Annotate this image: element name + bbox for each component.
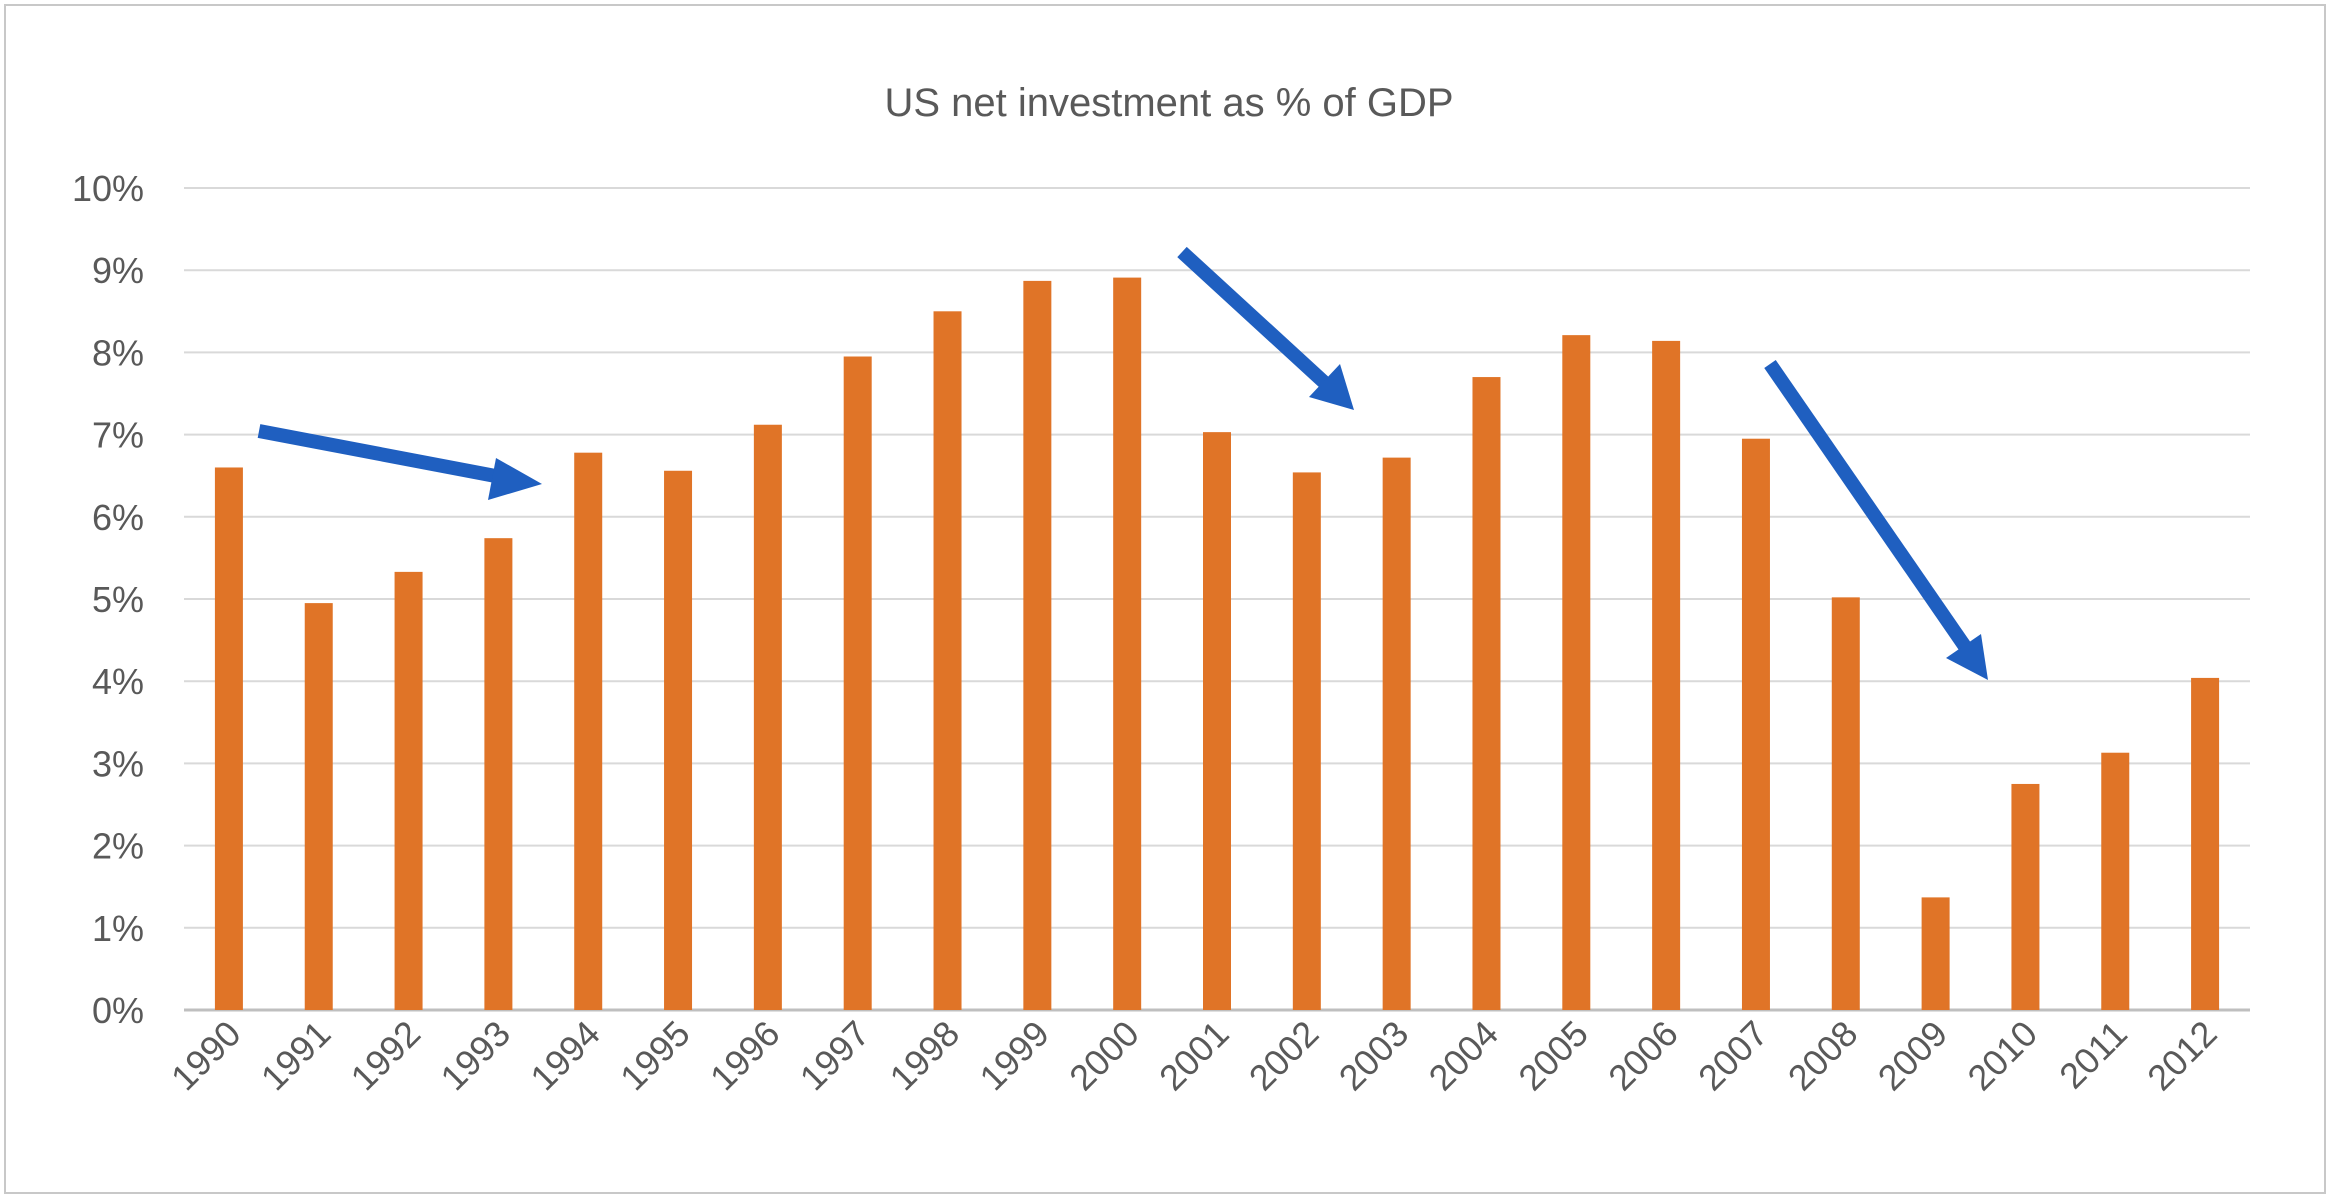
x-tick-label: 2008: [1780, 1013, 1866, 1099]
x-axis-ticks: 1990 1991 1992 1993 1994 1995 1996 1997 1998 1999…: [163, 1013, 2225, 1099]
y-tick-label: 8%: [92, 332, 144, 373]
x-tick-label: 1999: [971, 1013, 1057, 1099]
x-tick-label: 2009: [1870, 1013, 1956, 1099]
bar-2006: [1652, 340, 1681, 1011]
bar-2004: [1472, 377, 1501, 1010]
x-tick-label: 1991: [253, 1013, 339, 1099]
bar-1998: [933, 311, 962, 1010]
y-tick-label: 9%: [92, 250, 144, 291]
chart-title: US net investment as % of GDP: [884, 81, 1453, 125]
bar-2000: [1113, 277, 1142, 1010]
x-tick-label: 1992: [343, 1013, 429, 1099]
chart-frame: US net investment as % of GDP 0% 1% 2% 3% 4%…: [4, 4, 2326, 1194]
chart-svg: US net investment as % of GDP 0% 1% 2% 3% 4%…: [72, 81, 2250, 1099]
bar-1995: [664, 470, 693, 1010]
bar-1993: [484, 538, 513, 1010]
bar-2005: [1562, 335, 1591, 1010]
x-tick-label: 2005: [1510, 1013, 1596, 1099]
y-tick-label: 6%: [92, 497, 144, 538]
x-tick-label: 2006: [1600, 1013, 1686, 1099]
bar-1997: [843, 356, 872, 1010]
y-tick-label: 1%: [92, 908, 144, 949]
y-tick-label: 3%: [92, 743, 144, 784]
y-tick-label: 5%: [92, 579, 144, 620]
bar-2012: [2191, 677, 2220, 1010]
x-tick-label: 2002: [1241, 1013, 1327, 1099]
y-tick-label: 0%: [92, 990, 144, 1031]
bar-1991: [304, 603, 333, 1010]
x-tick-label: 1997: [792, 1013, 878, 1099]
bar-2009: [1921, 897, 1950, 1010]
x-tick-label: 2011: [2051, 1013, 2135, 1097]
bars: [214, 277, 2220, 1011]
x-tick-label: 1994: [522, 1013, 608, 1099]
bar-2011: [2101, 752, 2130, 1010]
x-tick-label: 1998: [882, 1013, 968, 1099]
bar-2001: [1203, 432, 1231, 1010]
bar-1994: [574, 452, 603, 1011]
y-tick-label: 10%: [72, 168, 144, 209]
bar-2003: [1382, 457, 1411, 1011]
x-tick-label: 2000: [1061, 1013, 1147, 1099]
bar-2008: [1831, 597, 1860, 1010]
bar-1999: [1023, 280, 1052, 1010]
bar-1992: [394, 571, 423, 1010]
x-tick-label: 1993: [432, 1013, 518, 1099]
bar-2002: [1292, 472, 1321, 1010]
trend-arrow-1: [257, 424, 542, 500]
y-axis-ticks: 0% 1% 2% 3% 4% 5% 6% 7% 8% 9% 10%: [72, 168, 144, 1031]
x-tick-label: 2012: [2139, 1013, 2225, 1099]
x-tick-label: 1990: [163, 1013, 249, 1099]
trend-arrow-3: [1764, 360, 1988, 680]
y-tick-label: 4%: [92, 661, 144, 702]
y-tick-label: 2%: [92, 826, 144, 867]
x-tick-label: 1996: [702, 1013, 788, 1099]
bar-1990: [214, 467, 243, 1011]
trend-arrows: [257, 246, 1988, 680]
bar-1996: [753, 424, 782, 1011]
x-tick-label: 2010: [1959, 1013, 2045, 1099]
x-tick-label: 2004: [1421, 1013, 1507, 1099]
x-tick-label: 1995: [612, 1013, 698, 1099]
x-tick-label: 2003: [1331, 1013, 1417, 1099]
bar-2010: [2011, 783, 2040, 1010]
x-tick-label: 2001: [1151, 1013, 1237, 1099]
y-tick-label: 7%: [92, 415, 144, 456]
x-tick-label: 2007: [1690, 1013, 1776, 1099]
trend-arrow-2: [1177, 246, 1354, 410]
bar-2007: [1741, 438, 1770, 1011]
